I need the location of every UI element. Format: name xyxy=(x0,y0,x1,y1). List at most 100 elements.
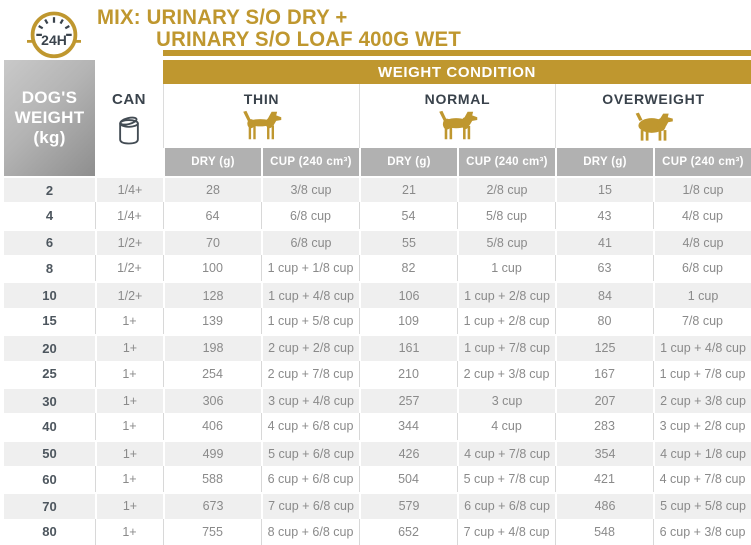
overweight-dry-value: 167 xyxy=(555,360,653,387)
weight-header-line: DOG'S xyxy=(21,88,78,107)
can-value: 1+ xyxy=(95,439,163,466)
can-value: 1+ xyxy=(95,386,163,414)
overweight-dry-value: 125 xyxy=(555,334,653,361)
overweight-dry-value: 421 xyxy=(555,465,653,493)
normal-cup-value: 4 cup xyxy=(457,413,555,440)
can-value: 1+ xyxy=(95,518,163,545)
weight-condition-band: WEIGHT CONDITION xyxy=(163,60,751,84)
normal-dry-value: 161 xyxy=(359,334,457,361)
dog-weight-value: 4 xyxy=(4,202,95,229)
thin-dry-value: 198 xyxy=(163,334,261,361)
overweight-cup-value: 1 cup xyxy=(653,281,751,308)
normal-cup-value: 1 cup + 7/8 cup xyxy=(457,334,555,361)
can-value: 1+ xyxy=(95,307,163,335)
overweight-cup-value: 7/8 cup xyxy=(653,307,751,335)
column-header-normal-cup: CUP (240 cm³) xyxy=(457,148,555,176)
overweight-dry-value: 15 xyxy=(555,176,653,203)
overweight-dry-value: 63 xyxy=(555,255,653,282)
can-value: 1+ xyxy=(95,360,163,387)
overweight-cup-value: 6/8 cup xyxy=(653,255,751,282)
dog-weight-value: 25 xyxy=(4,360,95,387)
overweight-cup-value: 1/8 cup xyxy=(653,176,751,203)
thin-cup-value: 5 cup + 6/8 cup xyxy=(261,439,359,466)
overweight-dry-value: 548 xyxy=(555,518,653,545)
title-line-1: MIX: URINARY S/O DRY + xyxy=(97,6,348,29)
dog-weight-value: 80 xyxy=(4,518,95,545)
normal-cup-value: 1 cup xyxy=(457,255,555,282)
overweight-cup-value: 2 cup + 3/8 cup xyxy=(653,386,751,414)
thin-cup-value: 1 cup + 5/8 cup xyxy=(261,307,359,335)
thin-dry-value: 306 xyxy=(163,386,261,414)
can-icon xyxy=(119,116,139,144)
normal-dry-value: 210 xyxy=(359,360,457,387)
thin-cup-value: 3 cup + 4/8 cup xyxy=(261,386,359,414)
condition-normal: NORMAL xyxy=(359,84,555,148)
normal-cup-value: 2 cup + 3/8 cup xyxy=(457,360,555,387)
normal-dry-value: 652 xyxy=(359,518,457,545)
dog-weight-value: 10 xyxy=(4,281,95,308)
thin-cup-value: 3/8 cup xyxy=(261,176,359,203)
overweight-cup-value: 4/8 cup xyxy=(653,228,751,256)
normal-cup-value: 3 cup xyxy=(457,386,555,414)
thin-cup-value: 1 cup + 1/8 cup xyxy=(261,255,359,282)
normal-dry-value: 21 xyxy=(359,176,457,203)
normal-dry-value: 109 xyxy=(359,307,457,335)
normal-dry-value: 344 xyxy=(359,413,457,440)
thin-cup-value: 1 cup + 4/8 cup xyxy=(261,281,359,308)
thin-cup-value: 7 cup + 6/8 cup xyxy=(261,492,359,519)
thin-dry-value: 139 xyxy=(163,307,261,335)
thin-cup-value: 4 cup + 6/8 cup xyxy=(261,413,359,440)
can-header: CAN xyxy=(95,60,163,176)
column-header-thin-dry: DRY (g) xyxy=(163,148,261,176)
thin-dry-value: 70 xyxy=(163,228,261,256)
overweight-cup-value: 6 cup + 3/8 cup xyxy=(653,518,751,545)
24h-clock-icon: 24H xyxy=(27,11,81,59)
can-value: 1+ xyxy=(95,413,163,440)
overweight-cup-value: 4 cup + 1/8 cup xyxy=(653,439,751,466)
normal-cup-value: 5 cup + 7/8 cup xyxy=(457,465,555,493)
normal-dry-value: 106 xyxy=(359,281,457,308)
can-header-label: CAN xyxy=(112,90,146,108)
normal-dry-value: 257 xyxy=(359,386,457,414)
feeding-table: DOG'S WEIGHT (kg) CAN WEIGHT CONDITION T… xyxy=(4,60,751,545)
can-value: 1/2+ xyxy=(95,255,163,282)
overweight-cup-value: 5 cup + 5/8 cup xyxy=(653,492,751,519)
thin-dry-value: 588 xyxy=(163,465,261,493)
thin-cup-value: 2 cup + 7/8 cup xyxy=(261,360,359,387)
dog-weight-value: 15 xyxy=(4,307,95,335)
column-header-overweight-cup: CUP (240 cm³) xyxy=(653,148,751,176)
normal-cup-value: 1 cup + 2/8 cup xyxy=(457,281,555,308)
thin-dry-value: 755 xyxy=(163,518,261,545)
weight-header-line: WEIGHT xyxy=(14,108,85,127)
dog-weight-value: 8 xyxy=(4,255,95,282)
condition-thin: THIN xyxy=(163,84,359,148)
can-value: 1+ xyxy=(95,334,163,361)
overweight-dry-value: 43 xyxy=(555,202,653,229)
normal-cup-value: 6 cup + 6/8 cup xyxy=(457,492,555,519)
overweight-dry-value: 207 xyxy=(555,386,653,414)
overweight-cup-value: 1 cup + 4/8 cup xyxy=(653,334,751,361)
thin-dry-value: 64 xyxy=(163,202,261,229)
can-value: 1/2+ xyxy=(95,281,163,308)
thin-dry-value: 128 xyxy=(163,281,261,308)
page-header: 24H MIX: URINARY S/O DRY + URINARY S/O L… xyxy=(0,0,751,60)
normal-cup-value: 5/8 cup xyxy=(457,228,555,256)
normal-dry-value: 82 xyxy=(359,255,457,282)
thin-dry-value: 28 xyxy=(163,176,261,203)
dog-weight-value: 70 xyxy=(4,492,95,519)
dog-weight-value: 6 xyxy=(4,228,95,256)
thin-dry-value: 673 xyxy=(163,492,261,519)
can-value: 1+ xyxy=(95,465,163,493)
thin-dog-icon xyxy=(242,110,281,139)
thin-cup-value: 6/8 cup xyxy=(261,202,359,229)
overweight-dry-value: 41 xyxy=(555,228,653,256)
thin-dry-value: 100 xyxy=(163,255,261,282)
thin-cup-value: 2 cup + 2/8 cup xyxy=(261,334,359,361)
normal-dry-value: 504 xyxy=(359,465,457,493)
overweight-cup-value: 4 cup + 7/8 cup xyxy=(653,465,751,493)
normal-dry-value: 426 xyxy=(359,439,457,466)
dog-weight-value: 40 xyxy=(4,413,95,440)
normal-dry-value: 579 xyxy=(359,492,457,519)
column-header-overweight-dry: DRY (g) xyxy=(555,148,653,176)
title-line-2: URINARY S/O LOAF 400G WET xyxy=(156,27,461,51)
